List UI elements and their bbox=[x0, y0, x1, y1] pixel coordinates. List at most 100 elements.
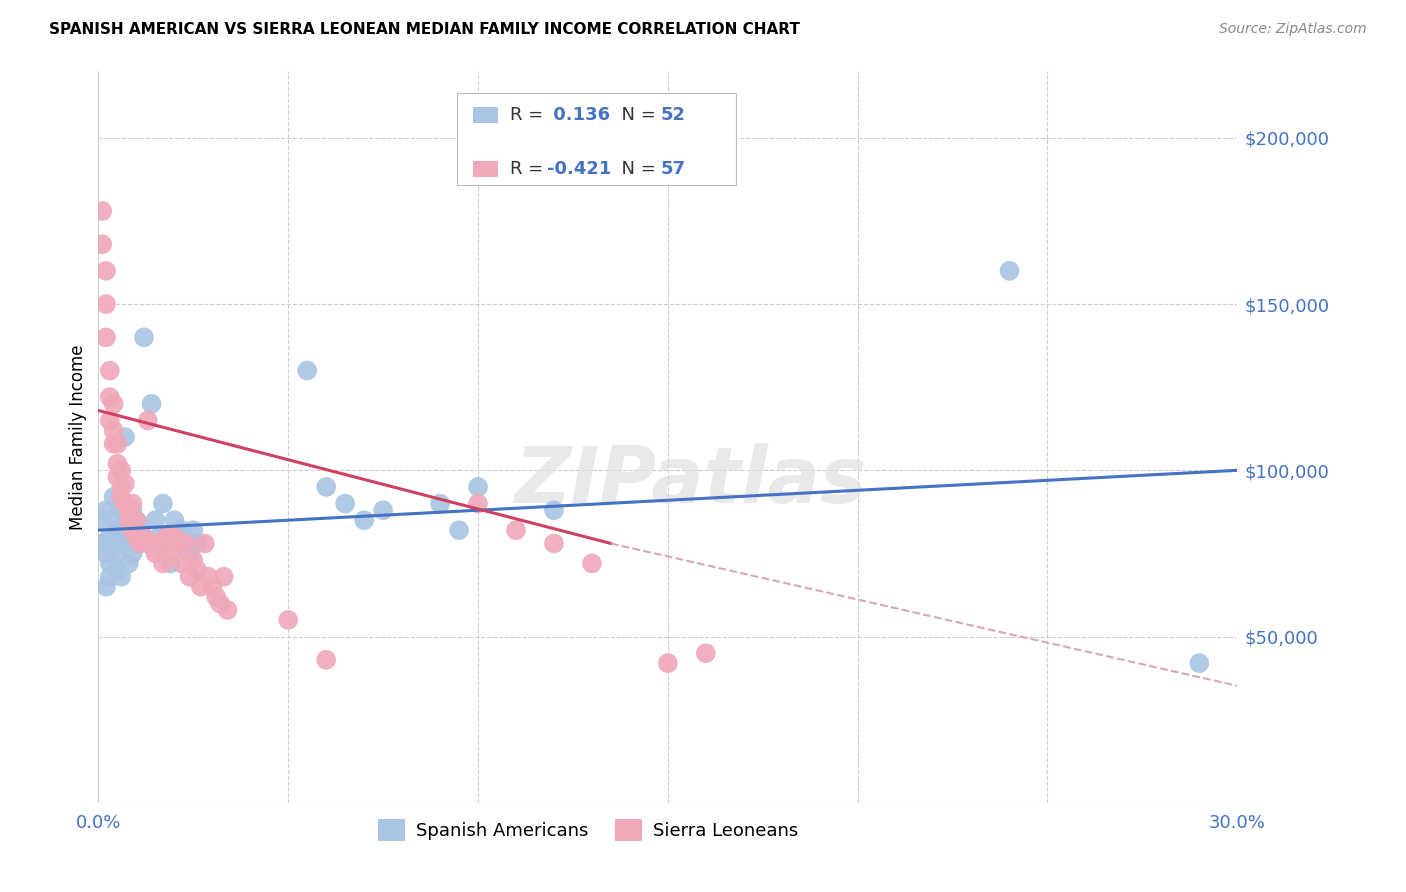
Point bbox=[98, 530, 121, 544]
Point bbox=[998, 264, 1021, 278]
Point bbox=[1188, 656, 1211, 670]
Point bbox=[159, 557, 181, 571]
Point bbox=[103, 490, 125, 504]
Point bbox=[98, 557, 121, 571]
Text: Source: ZipAtlas.com: Source: ZipAtlas.com bbox=[1219, 22, 1367, 37]
Point bbox=[121, 523, 143, 537]
Point bbox=[429, 497, 451, 511]
Point bbox=[174, 536, 197, 550]
Point bbox=[170, 557, 193, 571]
Point bbox=[118, 513, 141, 527]
Point bbox=[114, 430, 136, 444]
Point bbox=[277, 613, 299, 627]
Point bbox=[167, 530, 190, 544]
Point bbox=[125, 513, 148, 527]
Point bbox=[121, 503, 143, 517]
Point bbox=[107, 546, 129, 560]
Point bbox=[167, 536, 190, 550]
Point bbox=[170, 523, 193, 537]
Point bbox=[449, 523, 471, 537]
Text: R =: R = bbox=[509, 106, 548, 124]
Y-axis label: Median Family Income: Median Family Income bbox=[69, 344, 87, 530]
Point bbox=[103, 424, 125, 438]
Point bbox=[107, 457, 129, 471]
Point bbox=[91, 204, 114, 219]
Point bbox=[110, 490, 132, 504]
Point bbox=[107, 436, 129, 450]
Point bbox=[118, 503, 141, 517]
Text: ZIPatlas: ZIPatlas bbox=[515, 443, 866, 519]
Point bbox=[179, 546, 201, 560]
Point bbox=[94, 330, 117, 344]
Point bbox=[94, 580, 117, 594]
Point bbox=[103, 436, 125, 450]
Point bbox=[91, 536, 114, 550]
Point bbox=[657, 656, 679, 670]
Point bbox=[91, 237, 114, 252]
Point bbox=[98, 413, 121, 427]
Legend: Spanish Americans, Sierra Leoneans: Spanish Americans, Sierra Leoneans bbox=[371, 812, 806, 848]
Point bbox=[152, 557, 174, 571]
Point bbox=[208, 596, 231, 610]
Point bbox=[156, 530, 179, 544]
Text: N =: N = bbox=[610, 160, 661, 178]
Point bbox=[543, 536, 565, 550]
Text: 0.136: 0.136 bbox=[547, 106, 610, 124]
Point bbox=[103, 536, 125, 550]
Point bbox=[194, 536, 217, 550]
Point bbox=[212, 570, 235, 584]
FancyBboxPatch shape bbox=[457, 94, 737, 185]
Point bbox=[148, 530, 170, 544]
Point bbox=[98, 570, 121, 584]
Point bbox=[136, 536, 159, 550]
Point bbox=[91, 513, 114, 527]
Text: SPANISH AMERICAN VS SIERRA LEONEAN MEDIAN FAMILY INCOME CORRELATION CHART: SPANISH AMERICAN VS SIERRA LEONEAN MEDIA… bbox=[49, 22, 800, 37]
Point bbox=[205, 590, 228, 604]
Point bbox=[156, 536, 179, 550]
Point bbox=[118, 557, 141, 571]
Point bbox=[695, 646, 717, 660]
Point bbox=[103, 513, 125, 527]
Point bbox=[110, 536, 132, 550]
Text: -0.421: -0.421 bbox=[547, 160, 612, 178]
Point bbox=[98, 363, 121, 377]
Point bbox=[174, 536, 197, 550]
Point bbox=[107, 523, 129, 537]
Point bbox=[94, 297, 117, 311]
Point bbox=[581, 557, 603, 571]
Point bbox=[163, 513, 186, 527]
Point bbox=[543, 503, 565, 517]
Point bbox=[467, 497, 489, 511]
Point bbox=[201, 580, 224, 594]
Point bbox=[217, 603, 239, 617]
Point bbox=[107, 470, 129, 484]
Text: R =: R = bbox=[509, 160, 548, 178]
Point bbox=[94, 264, 117, 278]
FancyBboxPatch shape bbox=[472, 107, 498, 123]
Point bbox=[110, 480, 132, 494]
Text: 52: 52 bbox=[661, 106, 686, 124]
Text: 57: 57 bbox=[661, 160, 686, 178]
Point bbox=[148, 536, 170, 550]
Point bbox=[183, 523, 205, 537]
Point bbox=[110, 570, 132, 584]
Point bbox=[179, 570, 201, 584]
Point bbox=[159, 546, 181, 560]
Text: N =: N = bbox=[610, 106, 661, 124]
Point bbox=[129, 536, 152, 550]
Point bbox=[132, 530, 155, 544]
Point bbox=[197, 570, 219, 584]
FancyBboxPatch shape bbox=[472, 161, 498, 177]
Point bbox=[141, 397, 163, 411]
Point bbox=[315, 653, 337, 667]
Point bbox=[94, 503, 117, 517]
Point bbox=[163, 530, 186, 544]
Point bbox=[186, 563, 208, 577]
Point bbox=[94, 546, 117, 560]
Point bbox=[353, 513, 375, 527]
Point bbox=[114, 476, 136, 491]
Point bbox=[183, 553, 205, 567]
Point bbox=[467, 480, 489, 494]
Point bbox=[186, 536, 208, 550]
Point bbox=[141, 536, 163, 550]
